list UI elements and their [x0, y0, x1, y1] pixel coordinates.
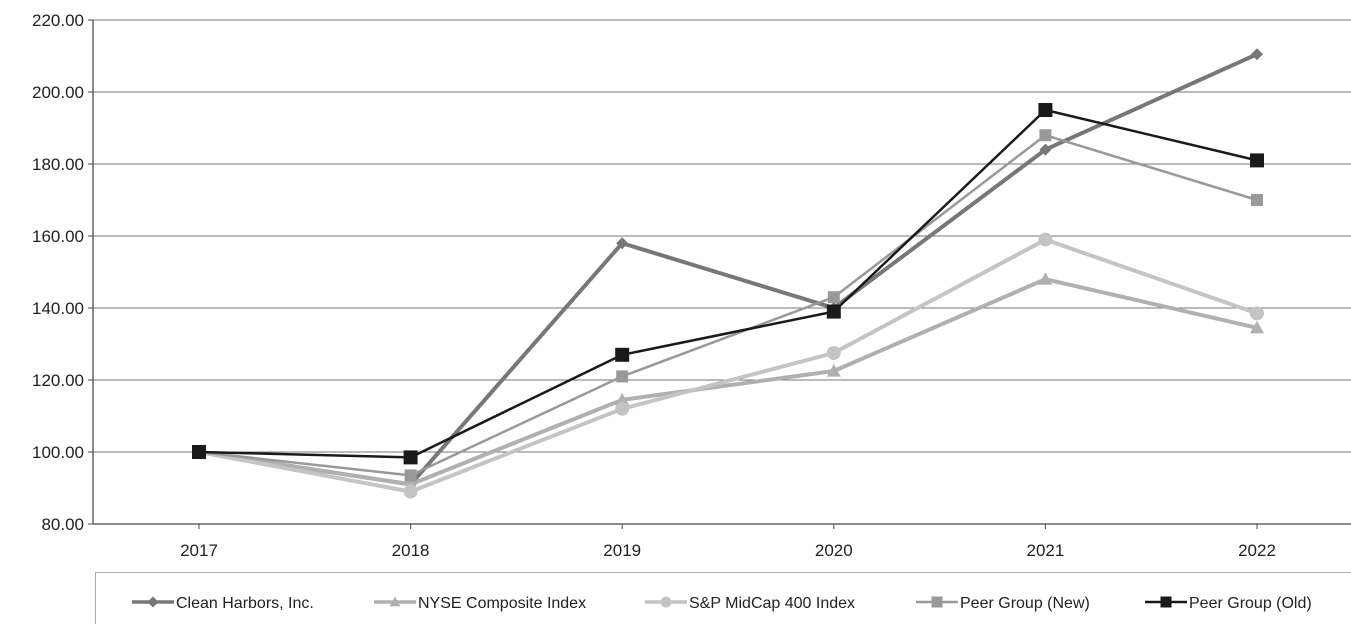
data-point — [826, 364, 841, 377]
data-point — [1250, 153, 1264, 168]
data-point — [615, 401, 630, 416]
legend-label: Peer Group (Old) — [1189, 595, 1312, 612]
x-tick-label: 2021 — [1026, 541, 1064, 560]
y-tick-label: 120.00 — [32, 371, 84, 390]
data-point — [616, 237, 629, 250]
series-line — [198, 133, 1258, 477]
legend-label: NYSE Composite Index — [418, 595, 586, 612]
data-point — [826, 346, 841, 360]
series-0 — [193, 48, 1263, 491]
legend-marker — [147, 596, 159, 608]
legend-marker — [389, 596, 401, 607]
y-tick-label: 180.00 — [32, 155, 84, 174]
data-point — [1039, 129, 1052, 142]
legend-entry: NYSE Composite Index — [374, 595, 586, 612]
data-point — [404, 469, 417, 482]
x-tick-label: 2020 — [815, 541, 853, 560]
legend-label: Peer Group (New) — [960, 595, 1090, 612]
legend: Clean Harbors, Inc. NYSE Composite Index S… — [95, 572, 1351, 624]
data-point — [1250, 320, 1264, 334]
y-tick-label: 100.00 — [32, 443, 84, 462]
x-tick-label: 2019 — [603, 541, 641, 560]
x-tick-label: 2022 — [1238, 541, 1276, 560]
legend-box — [95, 572, 1351, 624]
data-point — [1038, 272, 1053, 285]
data-point — [192, 445, 206, 459]
data-point — [403, 450, 418, 465]
data-point — [1250, 306, 1264, 321]
data-point — [1038, 103, 1053, 117]
data-point — [826, 304, 841, 319]
y-axis-ticks: 80.00 100.00 120.00 140.00 160.00 180.00 200.0… — [32, 11, 93, 534]
legend-marker — [660, 596, 672, 608]
legend-entry: Peer Group (Old) — [1145, 595, 1312, 612]
data-point — [1038, 232, 1053, 247]
series-3 — [193, 129, 1263, 482]
data-point — [1251, 194, 1263, 206]
y-tick-label: 220.00 — [32, 11, 84, 30]
legend-marker — [931, 596, 943, 608]
y-tick-label: 80.00 — [41, 515, 84, 534]
legend-label: S&P MidCap 400 Index — [689, 595, 855, 612]
legend-marker — [1160, 596, 1172, 608]
series-line — [198, 277, 1258, 487]
legend-entry: Peer Group (New) — [916, 595, 1090, 612]
data-point — [1251, 48, 1263, 61]
series-lines — [192, 48, 1264, 499]
x-tick-label: 2017 — [180, 541, 218, 560]
axes — [92, 20, 1351, 525]
data-point — [615, 347, 630, 362]
legend-entry: S&P MidCap 400 Index — [645, 595, 855, 612]
data-point — [615, 392, 630, 406]
data-point — [827, 291, 840, 304]
series-line — [198, 108, 1258, 459]
y-tick-label: 200.00 — [32, 83, 84, 102]
x-axis-ticks: 2017 2018 2019 2020 2021 2022 — [180, 524, 1276, 560]
data-point — [616, 370, 629, 383]
series-4 — [192, 103, 1264, 465]
series-2 — [192, 232, 1264, 499]
series-line — [198, 237, 1258, 494]
data-point — [403, 484, 418, 499]
legend-label: Clean Harbors, Inc. — [176, 595, 314, 612]
grid-lines — [93, 19, 1351, 525]
y-tick-label: 140.00 — [32, 299, 84, 318]
series-line — [198, 52, 1258, 487]
x-tick-label: 2018 — [392, 541, 430, 560]
legend-entry: Clean Harbors, Inc. — [132, 595, 314, 612]
y-tick-label: 160.00 — [32, 227, 84, 246]
data-point — [1039, 143, 1052, 156]
